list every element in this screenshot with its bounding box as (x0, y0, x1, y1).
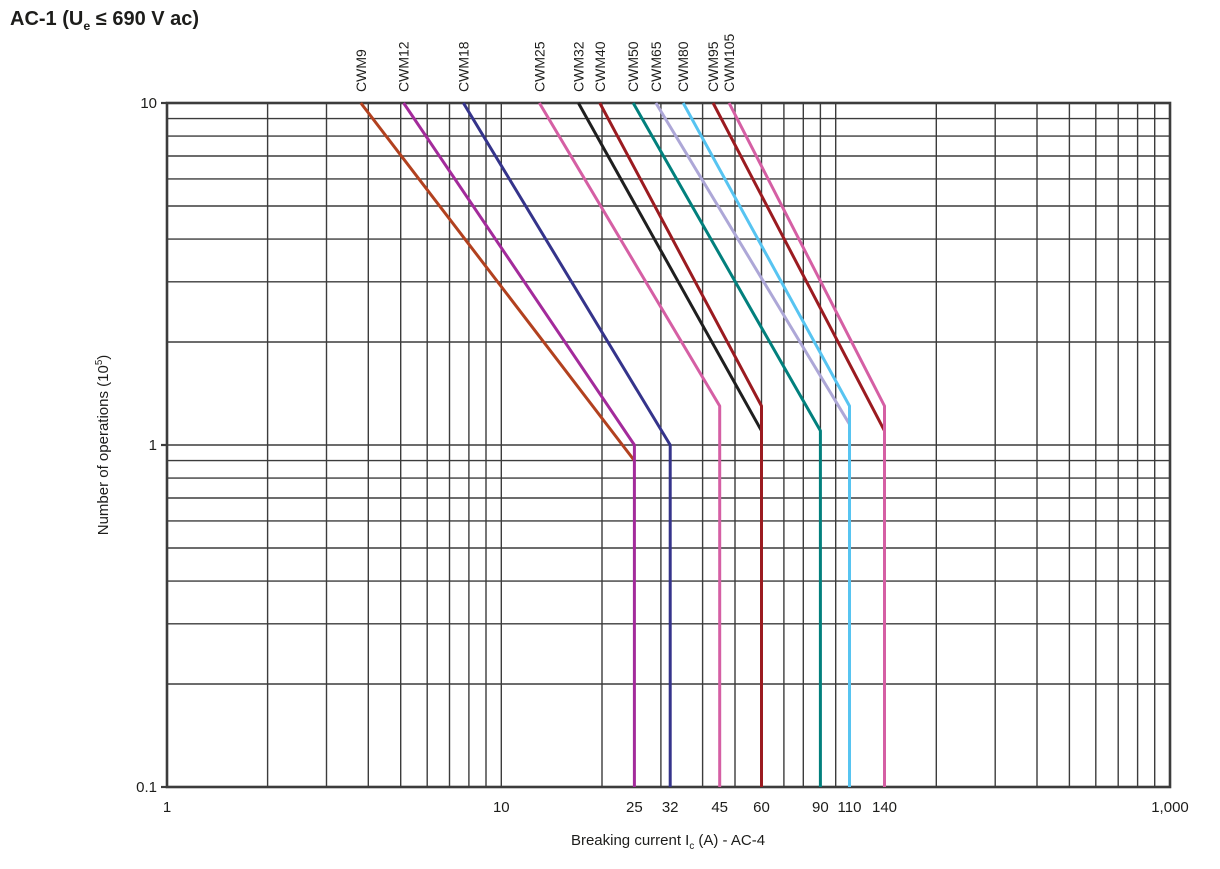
series-label-CWM32: CWM32 (570, 41, 586, 92)
series-CWM80 (681, 102, 851, 787)
series-label-CWM25: CWM25 (531, 41, 547, 92)
series-label-CWM65: CWM65 (648, 41, 664, 92)
series-CWM12 (402, 102, 636, 787)
x-axis-title: Breaking current Ic (A) - AC-4 (570, 832, 766, 852)
series-CWM32 (577, 102, 763, 432)
x-tick-60: 60 (753, 799, 770, 816)
series-CWM95 (711, 102, 886, 432)
series-CWM105 (727, 102, 886, 787)
series-label-CWM9: CWM9 (353, 49, 369, 92)
series-label-CWM18: CWM18 (455, 41, 471, 92)
x-tick-110: 110 (838, 799, 862, 816)
series-label-CWM12: CWM12 (396, 41, 412, 92)
plot-border (165, 101, 1172, 789)
series-label-CWM80: CWM80 (675, 41, 691, 92)
x-tick-32: 32 (662, 799, 679, 816)
x-tick-90: 90 (812, 799, 829, 816)
series-label-CWM40: CWM40 (592, 41, 608, 92)
x-tick-140: 140 (872, 799, 897, 816)
series-CWM65 (654, 102, 851, 425)
y-tick-10: 10 (140, 95, 157, 112)
x-tick-45: 45 (711, 799, 728, 816)
series-label-CWM95: CWM95 (705, 41, 721, 92)
chart-title: AC-1 (Ue ≤ 690 V ac) (10, 8, 200, 33)
series-CWM9 (359, 102, 636, 462)
series-CWM40 (598, 102, 763, 787)
series-CWM25 (538, 102, 722, 787)
series-label-CWM50: CWM50 (625, 41, 641, 92)
x-tick-1,000: 1,000 (1151, 799, 1189, 816)
y-tick-1: 1 (149, 437, 157, 454)
y-tick-0.1: 0.1 (136, 779, 157, 796)
x-tick-1: 1 (163, 799, 171, 816)
x-tick-25: 25 (626, 799, 643, 816)
y-axis-title: Number of operations (105) (94, 354, 112, 536)
series-label-CWM105: CWM105 (721, 33, 737, 92)
series-CWM18 (462, 102, 672, 787)
x-tick-10: 10 (493, 799, 510, 816)
series-CWM50 (631, 102, 822, 787)
